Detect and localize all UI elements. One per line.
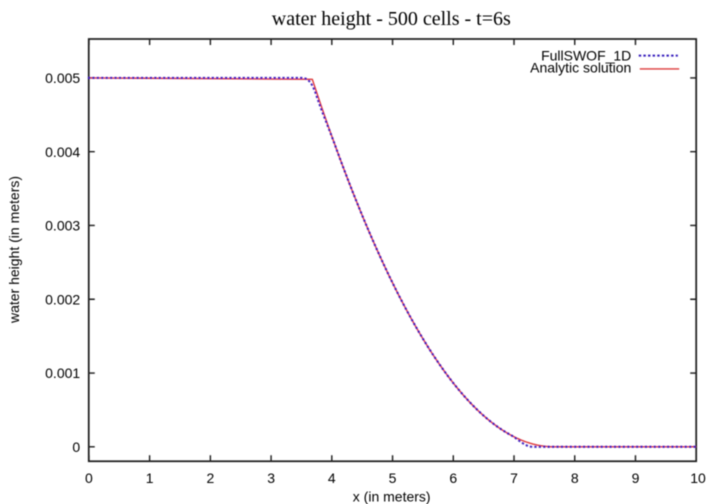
svg-text:10: 10 xyxy=(690,470,706,486)
svg-text:Analytic solution: Analytic solution xyxy=(530,60,631,76)
svg-text:9: 9 xyxy=(632,470,640,486)
svg-text:3: 3 xyxy=(267,470,275,486)
svg-text:1: 1 xyxy=(146,470,154,486)
svg-text:8: 8 xyxy=(571,470,579,486)
svg-text:2: 2 xyxy=(206,470,214,486)
svg-text:water height (in meters): water height (in meters) xyxy=(6,176,22,324)
svg-text:4: 4 xyxy=(328,470,336,486)
svg-text:0.002: 0.002 xyxy=(45,291,80,307)
svg-text:0.003: 0.003 xyxy=(45,218,80,234)
svg-text:x (in meters): x (in meters) xyxy=(353,489,431,504)
svg-text:0: 0 xyxy=(85,470,93,486)
svg-text:7: 7 xyxy=(510,470,518,486)
svg-text:5: 5 xyxy=(389,470,397,486)
svg-text:0.005: 0.005 xyxy=(45,70,80,86)
svg-text:0: 0 xyxy=(72,439,80,455)
svg-text:0.001: 0.001 xyxy=(45,365,80,381)
svg-text:water height - 500 cells - t=6: water height - 500 cells - t=6s xyxy=(272,8,511,30)
svg-text:6: 6 xyxy=(449,470,457,486)
svg-text:FullSWOF_1D: FullSWOF_1D xyxy=(541,48,631,64)
svg-text:0.004: 0.004 xyxy=(45,144,80,160)
